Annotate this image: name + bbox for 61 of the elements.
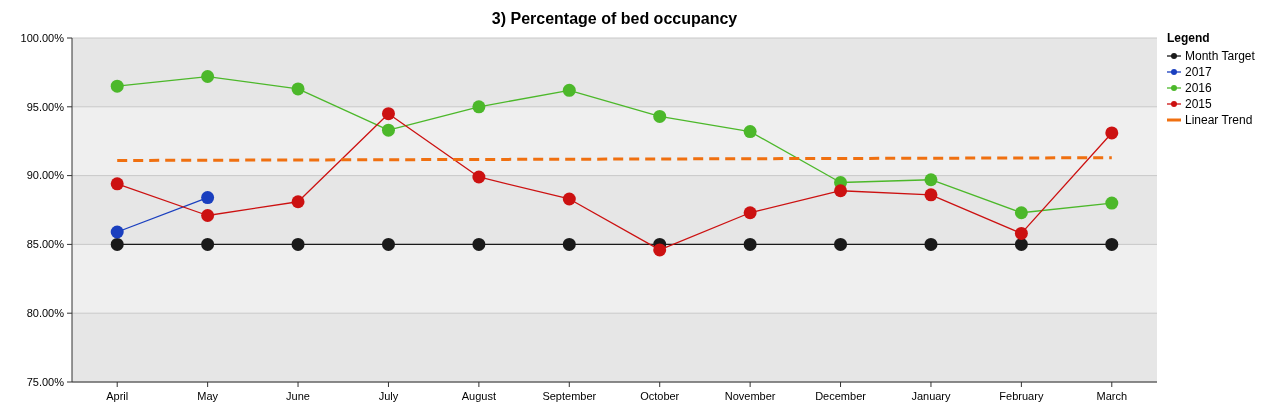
point xyxy=(201,209,215,222)
legend-label: 2017 xyxy=(1185,65,1213,80)
point xyxy=(201,70,215,84)
point xyxy=(381,107,395,121)
x-tick-label: May xyxy=(197,390,219,402)
x-tick-label: April xyxy=(106,390,129,402)
point xyxy=(472,170,486,184)
legend-label: Month Target xyxy=(1185,49,1256,64)
point xyxy=(381,237,395,251)
point xyxy=(834,237,848,251)
x-tick-label: August xyxy=(461,390,496,402)
point xyxy=(743,206,757,220)
point xyxy=(924,188,938,202)
x-tick-label: March xyxy=(1096,390,1128,402)
y-tick-label: 75.00% xyxy=(26,375,65,388)
point xyxy=(1014,237,1028,251)
x-tick-label: June xyxy=(286,390,310,402)
point xyxy=(1105,237,1119,251)
point xyxy=(562,237,576,251)
point xyxy=(562,192,576,206)
point xyxy=(472,237,486,251)
y-tick-label: 100.00% xyxy=(20,31,65,44)
point xyxy=(291,237,305,251)
legend-title: Legend xyxy=(1167,31,1210,45)
point xyxy=(1014,226,1028,240)
point xyxy=(653,243,667,257)
point xyxy=(743,125,757,139)
point xyxy=(110,79,124,93)
point xyxy=(653,109,667,123)
point xyxy=(291,82,305,96)
x-tick-label: February xyxy=(999,390,1044,402)
point xyxy=(201,191,215,205)
point xyxy=(201,237,215,251)
point xyxy=(381,123,395,137)
point xyxy=(834,184,848,198)
x-tick-label: December xyxy=(815,390,867,402)
point xyxy=(110,177,124,191)
point xyxy=(1105,196,1119,210)
point xyxy=(562,83,576,97)
point xyxy=(110,237,124,251)
legend-label: 2015 xyxy=(1185,97,1213,112)
point xyxy=(110,225,124,239)
y-tick-label: 95.00% xyxy=(26,100,65,113)
point xyxy=(743,237,757,251)
point xyxy=(924,237,938,251)
point xyxy=(291,195,305,209)
y-tick-label: 80.00% xyxy=(26,307,65,320)
legend-label: Linear Trend xyxy=(1185,113,1253,128)
chart-title: 3) Percentage of bed occupancy xyxy=(491,10,738,27)
y-tick-label: 90.00% xyxy=(26,169,65,182)
x-tick-label: October xyxy=(640,390,680,402)
x-tick-label: July xyxy=(378,390,399,402)
x-tick-label: January xyxy=(911,390,952,402)
legend-label: 2016 xyxy=(1185,81,1213,96)
point xyxy=(1014,206,1028,220)
point xyxy=(924,173,938,187)
point xyxy=(472,100,486,114)
y-tick-label: 85.00% xyxy=(26,238,65,251)
x-tick-label: September xyxy=(542,390,597,402)
point xyxy=(1105,126,1119,140)
x-tick-label: November xyxy=(724,390,776,402)
